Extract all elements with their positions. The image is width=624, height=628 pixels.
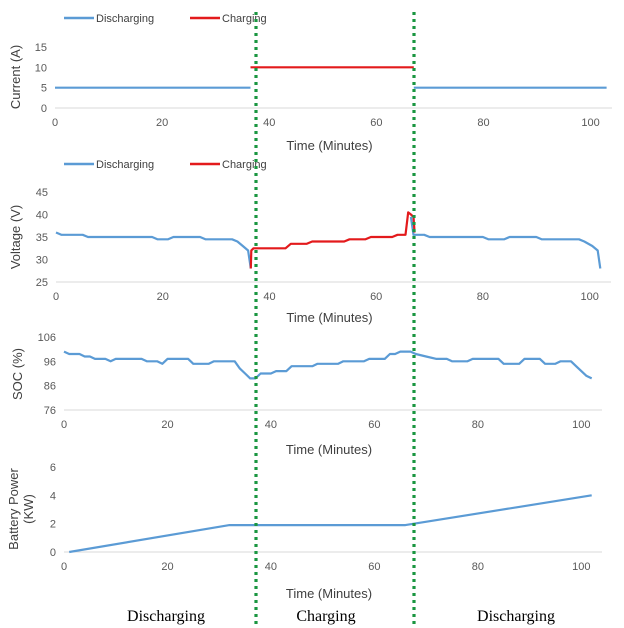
phase-label-discharging-1: Discharging [127, 608, 205, 625]
x-axis-label: Time (Minutes) [286, 138, 372, 153]
y-tick-label: 45 [36, 187, 48, 199]
y-tick-label: 76 [44, 405, 56, 417]
y-tick-label: 30 [36, 255, 48, 267]
x-tick-label: 20 [156, 117, 168, 129]
y-axis-label-line1: Battery Power [6, 468, 21, 550]
x-tick-label: 0 [61, 561, 67, 573]
x-tick-label: 80 [472, 561, 484, 573]
x-tick-label: 60 [368, 561, 380, 573]
y-tick-label: 40 [36, 210, 48, 222]
x-tick-label: 100 [572, 561, 590, 573]
chart-panel-1: 0 5 10 15 0 20 40 60 80 100 Time (Minutes) Current … [8, 13, 612, 153]
y-tick-label: 106 [38, 332, 56, 344]
x-tick-label: 100 [581, 117, 599, 129]
y-axis-label: Voltage (V) [8, 205, 23, 269]
x-tick-label: 60 [370, 117, 382, 129]
series-line-data-1 [63, 350, 593, 380]
phase-dividers [254, 12, 416, 628]
x-tick-label: 100 [572, 419, 590, 431]
x-tick-label: 80 [477, 117, 489, 129]
legend: Discharging Charging [64, 13, 267, 25]
x-axis-label: Time (Minutes) [286, 442, 372, 457]
y-tick-label: 6 [50, 462, 56, 474]
y-tick-label: 35 [36, 232, 48, 244]
phase-label-charging: Charging [296, 608, 355, 625]
y-tick-label: 96 [44, 356, 56, 368]
x-tick-label: 80 [477, 291, 489, 303]
series-line-discharging-2 [409, 216, 602, 269]
x-tick-label: 0 [61, 419, 67, 431]
x-axis-label: Time (Minutes) [286, 586, 372, 601]
phase-label-discharging-2: Discharging [477, 608, 555, 625]
y-tick-label: 2 [50, 519, 56, 531]
y-tick-label: 4 [50, 490, 56, 502]
x-tick-label: 60 [370, 291, 382, 303]
x-tick-label: 80 [472, 419, 484, 431]
y-tick-label: 0 [50, 547, 56, 559]
y-axis-label: SOC (%) [10, 348, 25, 400]
x-tick-label: 100 [580, 291, 598, 303]
legend-label-discharging: Discharging [96, 13, 154, 25]
legend-label-charging: Charging [222, 13, 267, 25]
legend-label-discharging: Discharging [96, 159, 154, 171]
x-tick-label: 20 [161, 561, 173, 573]
legend: Discharging Charging [64, 159, 267, 171]
y-tick-label: 10 [35, 62, 47, 74]
x-tick-label: 60 [368, 419, 380, 431]
y-tick-label: 5 [41, 83, 47, 95]
y-tick-label: 15 [35, 42, 47, 54]
y-axis-label: Current (A) [8, 45, 23, 109]
chart-panel-2: 25 30 35 40 45 0 20 40 60 80 100 Time (Minutes) Volt… [8, 159, 611, 325]
y-tick-label: 25 [36, 277, 48, 289]
series-line-discharging-1 [55, 231, 252, 269]
x-tick-label: 40 [263, 291, 275, 303]
x-axis-label: Time (Minutes) [286, 310, 372, 325]
x-tick-label: 0 [52, 117, 58, 129]
y-axis-label: Battery Power(KW) [6, 468, 36, 550]
y-tick-label: 86 [44, 381, 56, 393]
y-tick-label: 0 [41, 103, 47, 115]
chart-panel-3: 76 86 96 106 0 20 40 60 80 100 Time (Minutes) SOC (… [10, 332, 602, 457]
x-tick-label: 20 [157, 291, 169, 303]
x-tick-label: 0 [53, 291, 59, 303]
x-tick-label: 40 [263, 117, 275, 129]
x-tick-label: 20 [161, 419, 173, 431]
x-tick-label: 40 [265, 419, 277, 431]
series-line-data-1 [69, 494, 592, 554]
legend-label-charging: Charging [222, 159, 267, 171]
x-tick-label: 40 [265, 561, 277, 573]
series-line-charging-1 [249, 211, 416, 269]
y-axis-label-line2: (KW) [21, 494, 36, 524]
